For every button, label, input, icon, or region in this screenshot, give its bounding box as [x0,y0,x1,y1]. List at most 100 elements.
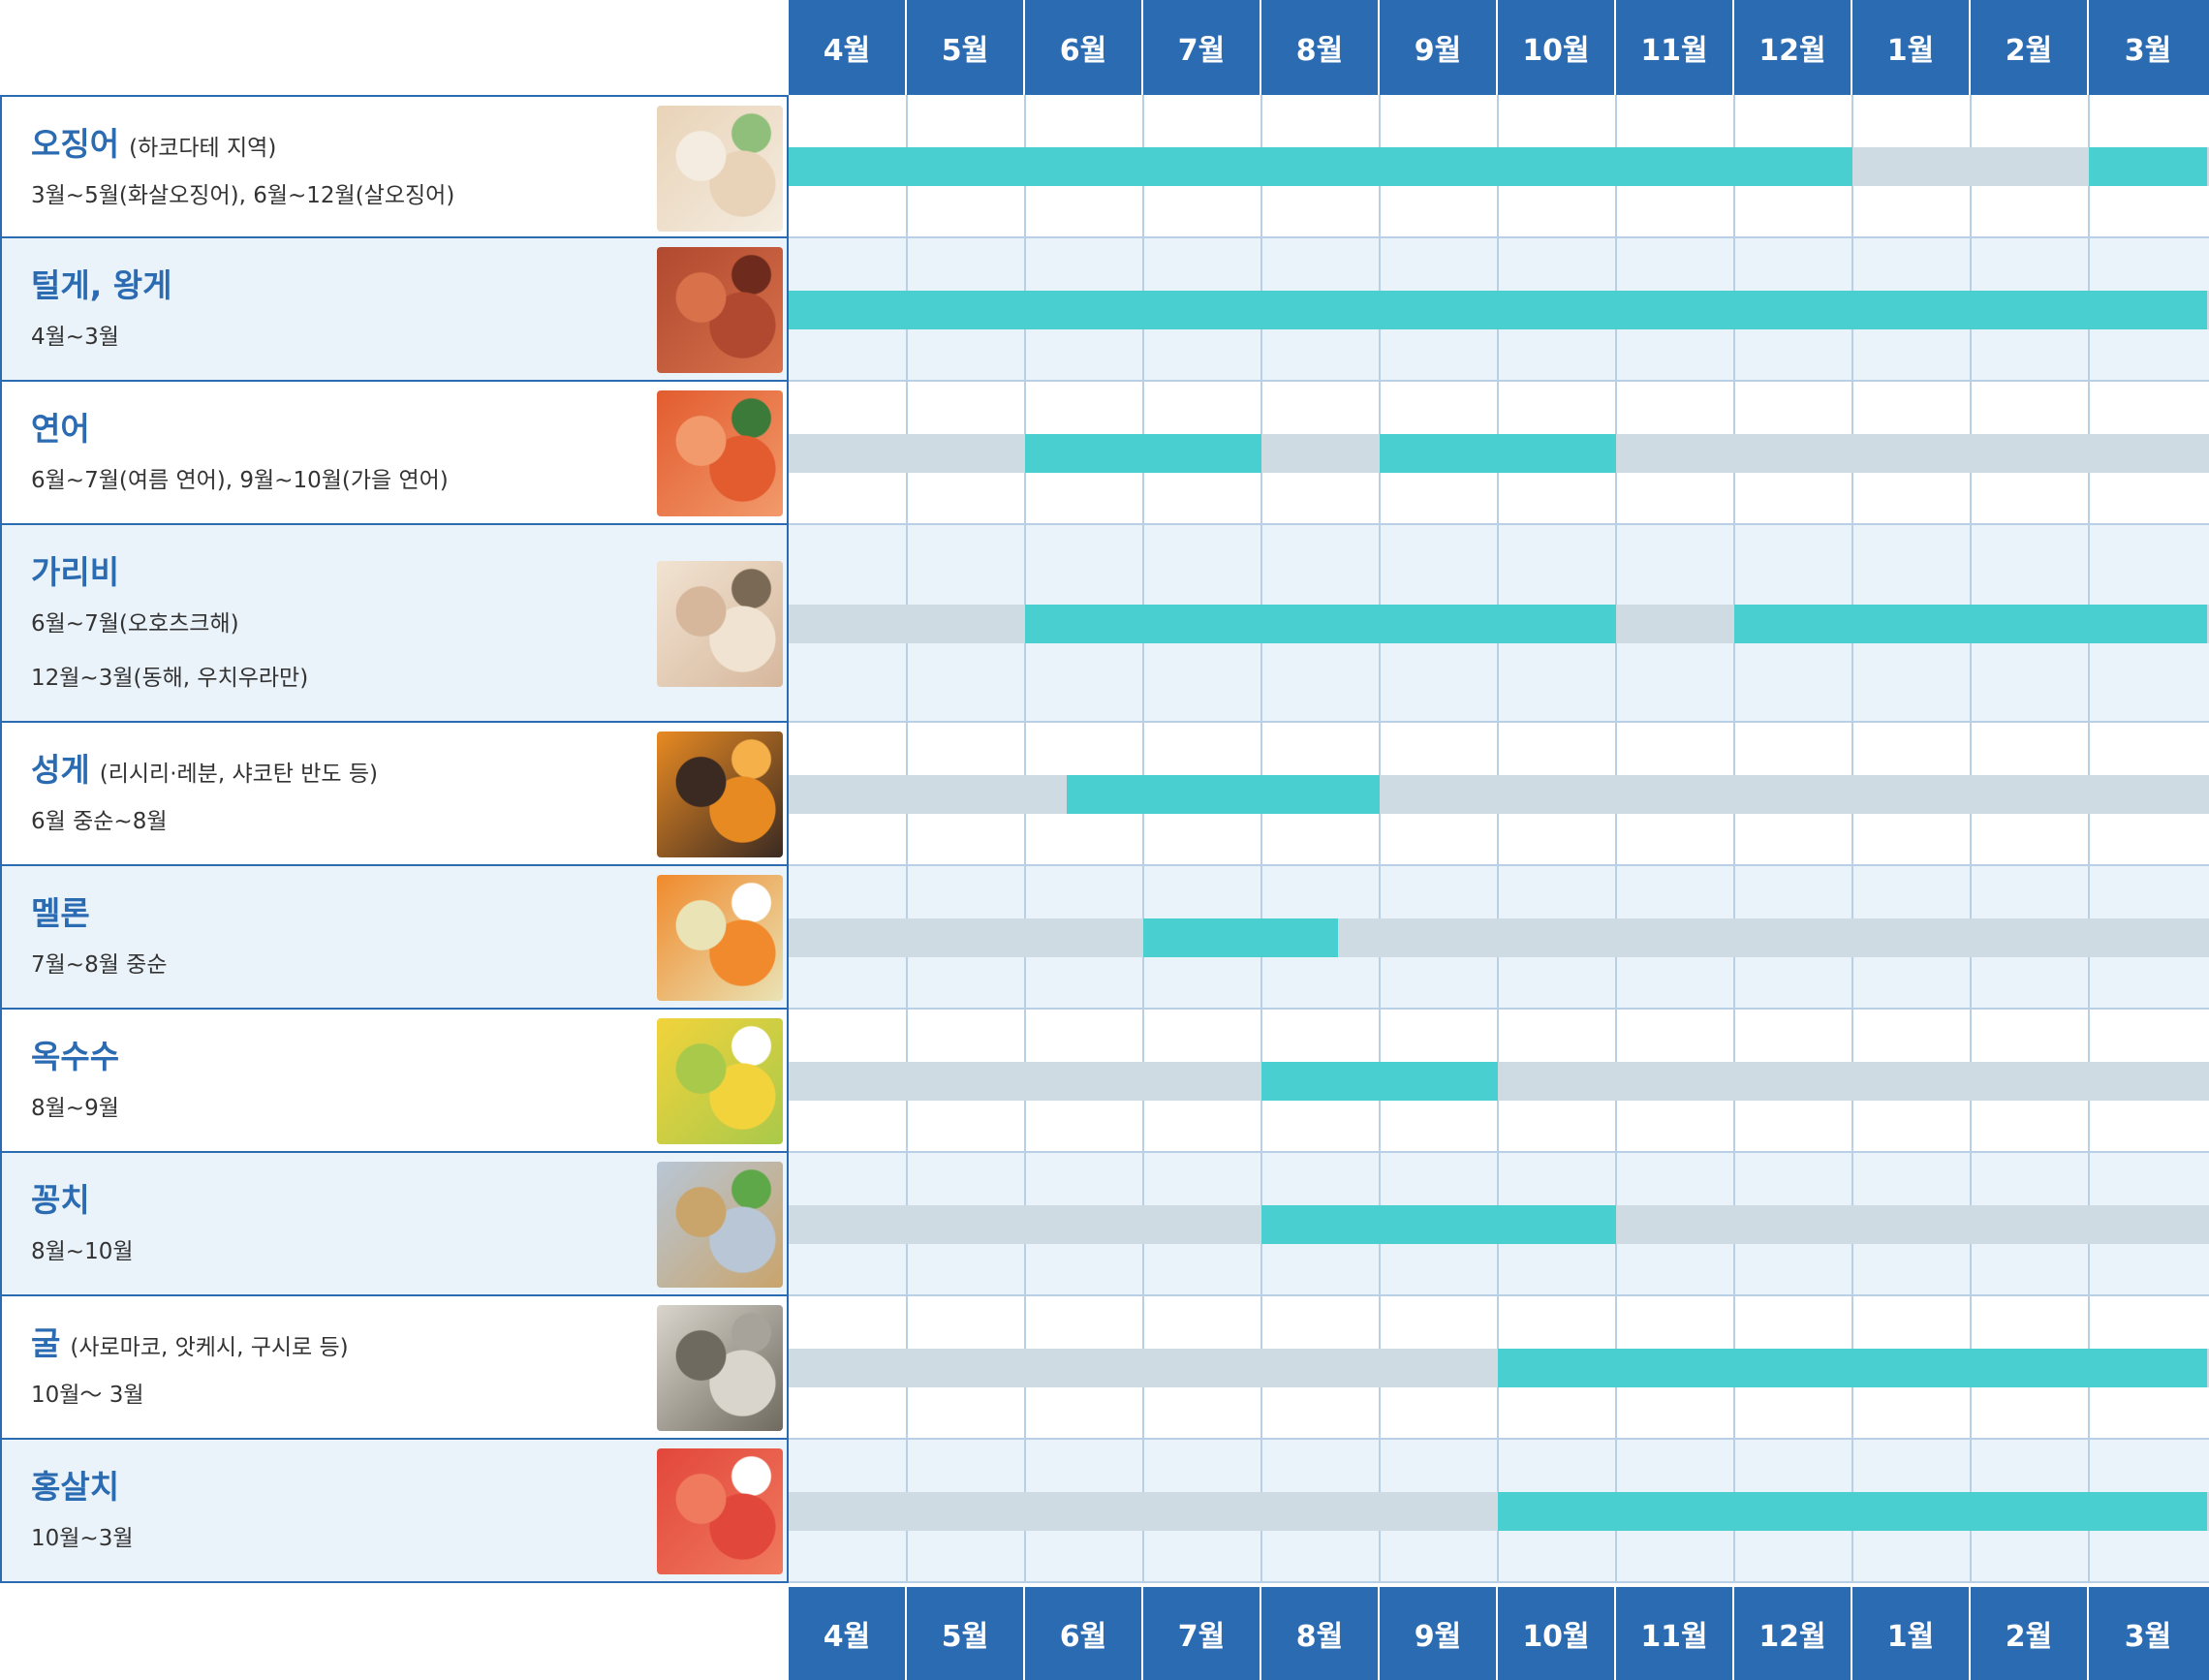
table-row: 옥수수 8월~9월 [0,1010,2209,1153]
in-season-bar [1261,1205,1380,1244]
in-season-bar [2089,605,2207,643]
in-season-bar [907,291,1025,329]
item-name-text: 성게 [31,751,90,789]
in-season-bar [1498,147,1616,186]
sea-urchin-image [657,731,783,857]
item-info: 성게 (리시리·레분, 샤코탄 반도 등) 6월 중순~8월 [0,723,789,866]
month-label: 12월 [1734,1587,1852,1680]
item-period: 8월~9월 [31,1096,119,1121]
in-season-bar [789,147,907,186]
item-name: 털게, 왕게 [31,260,171,306]
table-row: 오징어 (하코다테 지역) 3월~5월(화살오징어), 6월~12월(살오징어) [0,95,2209,238]
table-row: 성게 (리시리·레분, 샤코탄 반도 등) 6월 중순~8월 [0,723,2209,866]
in-season-bar [1971,1492,2089,1531]
item-name: 가리비 [31,546,119,593]
month-label: 3월 [2124,34,2172,68]
item-name-text: 털게, 왕게 [31,266,172,304]
in-season-bar [1261,605,1380,643]
month-label: 7월 [1143,0,1261,95]
item-info: 가리비 6월~7월(오호츠크해) 12월~3월(동해, 우치우라만) [0,525,789,723]
item-region: (사로마코, 앗케시, 구시로 등) [70,1335,349,1360]
in-season-bar [1025,147,1143,186]
in-season-bar [1734,1349,1852,1387]
item-name: 굴 (사로마코, 앗케시, 구시로 등) [31,1318,349,1364]
month-label: 11월 [1616,1587,1734,1680]
item-info: 멜론 7월~8월 중순 [0,866,789,1010]
item-region: (하코다테 지역) [129,136,277,161]
item-info: 홍살치 10월~3월 [0,1440,789,1583]
grid-line [789,1008,2209,1010]
in-season-bar [1616,1349,1734,1387]
item-region: (리시리·레분, 샤코탄 반도 등) [99,762,378,787]
corn-image [657,1018,783,1144]
season-grid [789,1296,2209,1440]
month-label: 11월 [1616,0,1734,95]
item-name-text: 굴 [31,1324,61,1362]
item-period: 4월~3월 [31,325,119,350]
grid-line [789,1581,2209,1583]
grid-line [789,1438,2209,1440]
oyster-image [657,1305,783,1431]
in-season-bar [1616,147,1734,186]
item-period: 6월~7월(오호츠크해) [31,611,239,637]
in-season-bar [1380,1062,1498,1101]
month-label: 3월 [2124,1620,2172,1654]
in-season-bar [1616,291,1734,329]
item-name-text: 멜론 [31,894,90,932]
season-grid [789,525,2209,723]
in-season-bar [2089,147,2207,186]
month-label: 4월 [789,0,907,95]
in-season-bar [1261,1062,1380,1101]
month-label: 5월 [907,0,1025,95]
in-season-bar [1025,605,1143,643]
item-info: 꽁치 8월~10월 [0,1153,789,1296]
in-season-bar [1143,147,1261,186]
in-season-bar [1498,291,1616,329]
table-row: 가리비 6월~7월(오호츠크해) 12월~3월(동해, 우치우라만) [0,525,2209,723]
season-grid [789,866,2209,1010]
off-season-bar [789,918,2209,957]
in-season-bar [1734,1492,1852,1531]
table-row: 홍살치 10월~3월 [0,1440,2209,1583]
item-period: 6월 중순~8월 [31,809,168,834]
in-season-bar [1143,291,1261,329]
in-season-bar [1498,434,1616,473]
in-season-bar [1498,1205,1616,1244]
item-name: 성게 (리시리·레분, 샤코탄 반도 등) [31,744,378,791]
in-season-bar [1498,1492,1616,1531]
season-grid [789,382,2209,525]
rockfish-image [657,1448,783,1574]
month-label: 1월 [1852,0,1971,95]
item-name-text: 꽁치 [31,1181,90,1219]
item-name-text: 오징어 [31,125,120,163]
in-season-bar [907,147,1025,186]
month-label: 2월 [1971,0,2089,95]
item-period: 7월~8월 중순 [31,952,168,978]
item-name-text: 가리비 [31,553,120,591]
item-period: 8월~10월 [31,1239,134,1264]
saury-image [657,1162,783,1288]
in-season-bar [1852,1492,1971,1531]
month-label: 1월 [1852,1587,1971,1680]
in-season-bar [1971,291,2089,329]
squid-sashimi-image [657,106,783,232]
month-label: 2월 [1971,1587,2089,1680]
in-season-bar [1380,434,1498,473]
grid-line [789,236,2209,238]
item-info: 오징어 (하코다테 지역) 3월~5월(화살오징어), 6월~12월(살오징어) [0,95,789,238]
in-season-bar [1852,605,1971,643]
item-name-text: 홍살치 [31,1468,120,1506]
in-season-bar [1025,291,1143,329]
month-label: 12월 [1734,0,1852,95]
item-name: 홍살치 [31,1461,119,1508]
month-label: 8월 [1261,0,1380,95]
item-name: 연어 [31,403,90,450]
item-period: 10월～ 3월 [31,1383,144,1408]
in-season-bar [2089,291,2207,329]
month-label: 9월 [1380,0,1498,95]
month-label: 5월 [907,1587,1025,1680]
in-season-bar [1380,605,1498,643]
item-name-text: 연어 [31,410,90,448]
in-season-bar [1971,605,2089,643]
in-season-bar [1498,1349,1616,1387]
